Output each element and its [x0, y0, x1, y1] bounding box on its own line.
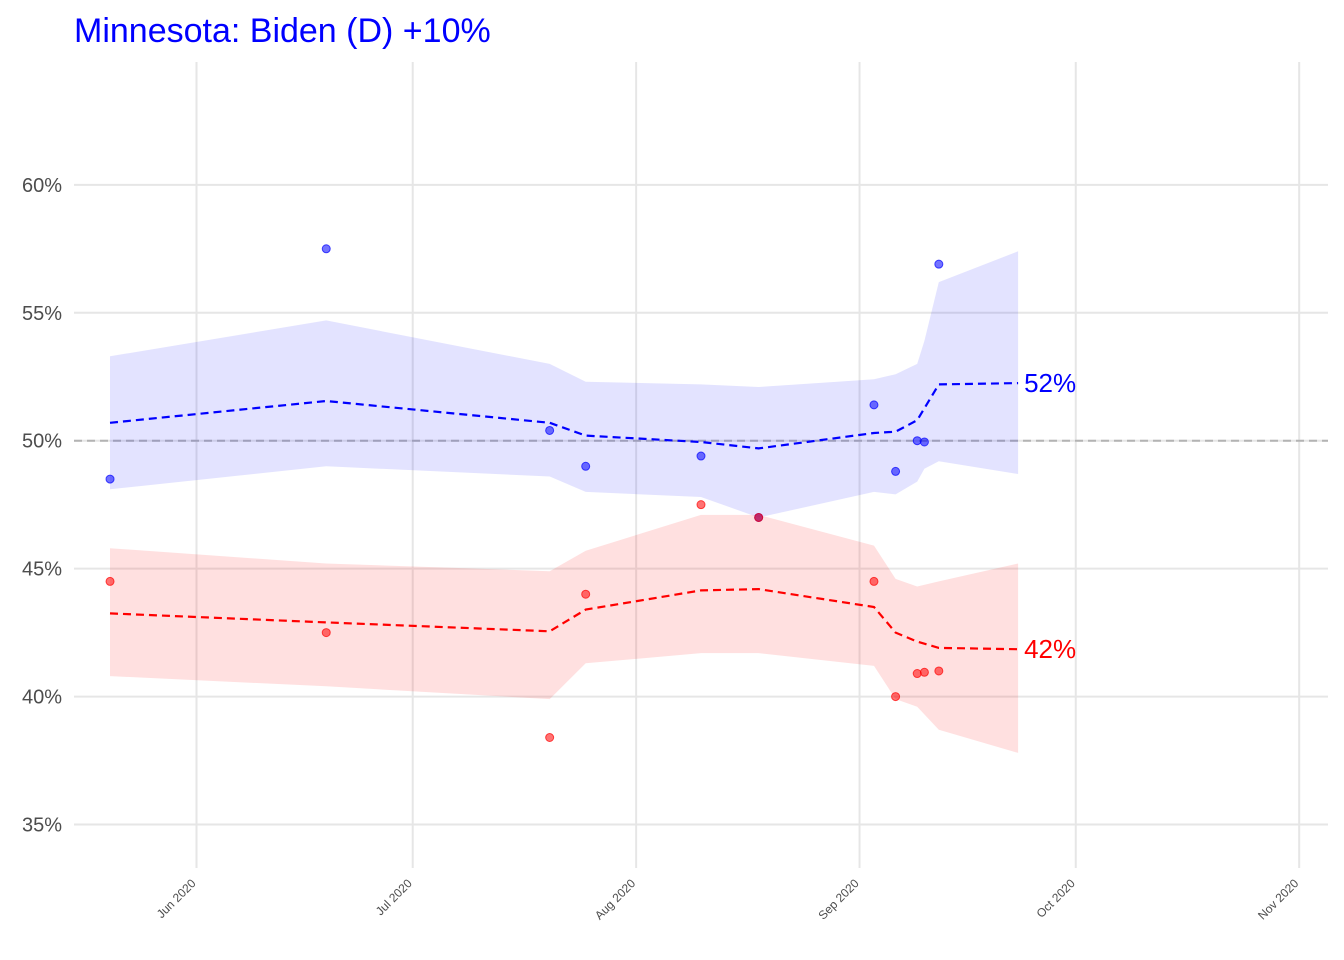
trump-poll-point	[912, 669, 922, 679]
biden-poll-point	[912, 436, 922, 446]
biden-poll-point	[545, 425, 555, 435]
biden-end-label: 52%	[1024, 368, 1076, 398]
x-tick-label: Jun 2020	[154, 876, 199, 921]
biden-poll-point	[696, 451, 706, 461]
trump-poll-point	[581, 589, 591, 599]
x-tick-label: Aug 2020	[592, 876, 638, 922]
y-tick-label: 60%	[22, 175, 62, 197]
trump-poll-point	[919, 667, 929, 677]
x-tick-label: Oct 2020	[1034, 876, 1079, 921]
trend-lines	[109, 382, 1019, 651]
trump-poll-point	[696, 500, 706, 510]
chart-title: Minnesota: Biden (D) +10%	[74, 12, 491, 50]
y-tick-label: 50%	[22, 431, 62, 453]
trump-poll-point	[891, 692, 901, 702]
biden-poll-point	[581, 461, 591, 471]
biden-confidence-band	[110, 251, 1019, 518]
x-tick-label: Nov 2020	[1255, 876, 1301, 922]
end-labels: 52% 42%	[1024, 368, 1076, 664]
y-axis-ticks: 35% 40% 45% 50% 55% 60%	[22, 175, 62, 837]
trump-poll-point	[321, 628, 331, 638]
trump-confidence-band	[110, 514, 1019, 753]
confidence-bands	[110, 251, 1019, 753]
trump-trend-line	[109, 587, 1019, 651]
trump-poll-point	[869, 576, 879, 586]
y-tick-label: 40%	[22, 687, 62, 709]
y-tick-label: 55%	[22, 303, 62, 325]
biden-poll-point	[321, 244, 331, 254]
y-tick-label: 35%	[22, 815, 62, 837]
biden-trend-line	[109, 382, 1019, 450]
trump-poll-point	[105, 576, 115, 586]
biden-poll-point	[105, 474, 115, 484]
biden-poll-point	[919, 437, 929, 447]
y-tick-label: 45%	[22, 559, 62, 581]
poll-points	[105, 244, 944, 743]
x-tick-label: Jul 2020	[373, 876, 415, 918]
biden-poll-point	[891, 466, 901, 476]
biden-poll-point	[934, 259, 944, 269]
biden-poll-point	[869, 400, 879, 410]
x-axis-ticks: Jun 2020 Jul 2020 Aug 2020 Sep 2020 Oct 2020…	[154, 876, 1302, 922]
trump-poll-point	[934, 666, 944, 676]
trump-end-label: 42%	[1024, 634, 1076, 664]
trump-poll-point	[754, 512, 764, 522]
x-tick-label: Sep 2020	[815, 876, 861, 922]
trump-poll-point	[545, 733, 555, 743]
